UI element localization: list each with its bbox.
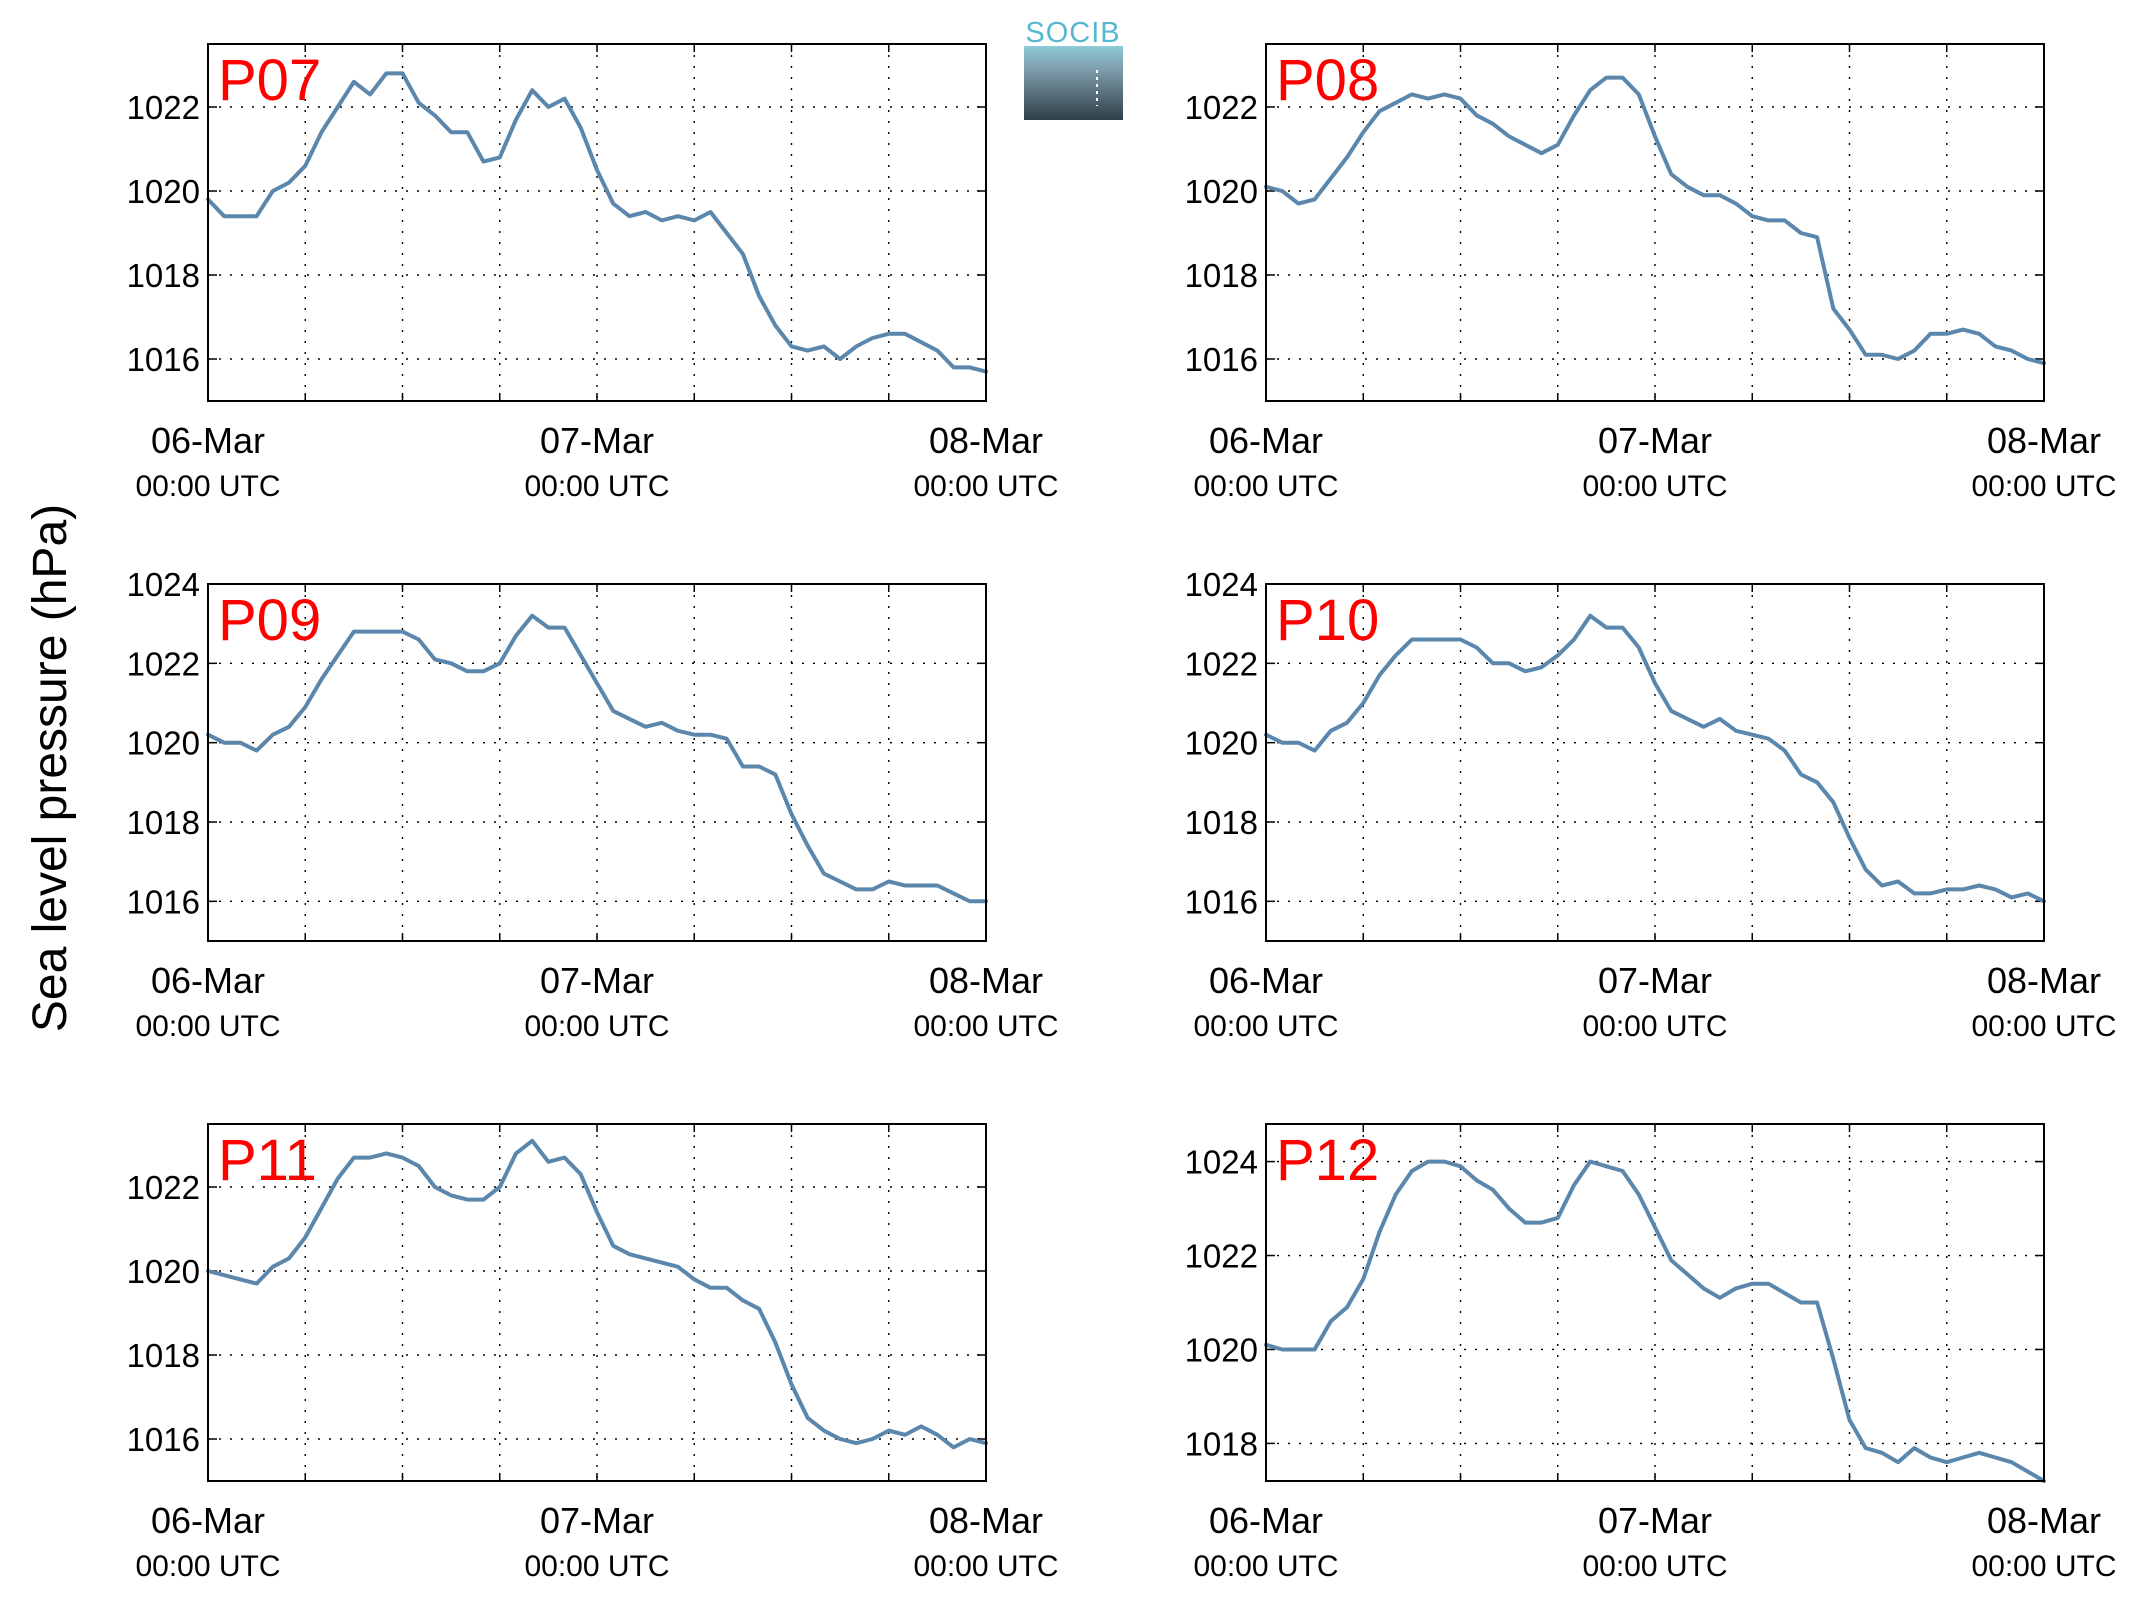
x-tick-time: 00:00 UTC [1582,470,1727,503]
axes-frame [207,1123,987,1482]
y-tick-label: 1020 [127,1253,200,1290]
x-tick-time: 00:00 UTC [1582,1010,1727,1043]
logo-text: SOCIB [1025,17,1120,49]
x-tick-time: 00:00 UTC [1582,1550,1727,1583]
socib-logo: SOCIB [1024,17,1123,120]
x-tick-time: 00:00 UTC [524,470,669,503]
panel-p08: 1016 1018 1020 1022 P08 06-Mar 00:00 UTC 07-Mar… [1185,43,2117,503]
x-tick-date: 06-Mar [151,1500,265,1541]
x-tick-date: 07-Mar [1598,960,1712,1001]
x-tick-date: 07-Mar [1598,1500,1712,1541]
x-tick-time: 00:00 UTC [524,1010,669,1043]
axes-frame [207,43,987,402]
panel-label: P08 [1276,48,1379,113]
x-tick-date: 08-Mar [929,1500,1043,1541]
y-tick-label: 1018 [1185,1425,1258,1462]
x-tick-date: 07-Mar [540,1500,654,1541]
panel-p09: 1016 1018 1020 1022 1024 P09 06-Mar 00:00 UTC 07… [127,566,1059,1043]
panel-label: P11 [218,1128,317,1193]
y-axis-label: Sea level pressure (hPa) [24,504,77,1032]
y-tick-label: 1024 [1185,566,1258,603]
x-tick-time: 00:00 UTC [1971,1550,2116,1583]
x-tick-time: 00:00 UTC [135,1010,280,1043]
y-tick-label: 1022 [127,645,200,682]
panel-label: P07 [218,48,321,113]
axes-frame [1265,43,2045,402]
x-tick-date: 06-Mar [151,420,265,461]
panel-p07: 1016 1018 1020 1022 P07 06-Mar 00:00 UTC 07-Mar… [127,43,1059,503]
y-tick-label: 1020 [1185,1331,1258,1368]
pressure-series-line [206,1138,988,1450]
x-tick-time: 00:00 UTC [913,470,1058,503]
y-tick-label: 1018 [127,804,200,841]
axes-frame [207,583,987,942]
x-tick-date: 07-Mar [540,960,654,1001]
x-tick-time: 00:00 UTC [1193,1550,1338,1583]
x-tick-time: 00:00 UTC [1971,1010,2116,1043]
x-tick-date: 06-Mar [1209,960,1323,1001]
x-tick-date: 06-Mar [151,960,265,1001]
y-tick-label: 1022 [1185,645,1258,682]
x-tick-time: 00:00 UTC [524,1550,669,1583]
panel-p10: 1016 1018 1020 1022 1024 P10 06-Mar 00:00 UTC 07… [1185,566,2117,1043]
y-tick-label: 1016 [127,341,200,378]
x-tick-time: 00:00 UTC [135,1550,280,1583]
pressure-series-line [206,613,988,904]
y-tick-label: 1022 [1185,89,1258,126]
y-tick-label: 1024 [1185,1144,1258,1181]
x-tick-time: 00:00 UTC [913,1010,1058,1043]
y-tick-label: 1020 [127,173,200,210]
y-tick-label: 1020 [127,725,200,762]
y-tick-label: 1016 [1185,883,1258,920]
x-tick-date: 06-Mar [1209,1500,1323,1541]
y-tick-label: 1022 [127,89,200,126]
x-tick-date: 08-Mar [1987,960,2101,1001]
panel-label: P12 [1276,1128,1379,1193]
y-tick-label: 1018 [1185,804,1258,841]
pressure-series-line [1264,613,2046,904]
x-tick-date: 08-Mar [1987,1500,2101,1541]
x-tick-date: 08-Mar [929,420,1043,461]
y-tick-label: 1022 [127,1169,200,1206]
x-tick-time: 00:00 UTC [913,1550,1058,1583]
panel-label: P09 [218,588,321,653]
y-tick-label: 1024 [127,566,200,603]
axes-frame [1265,583,2045,942]
pressure-series-line [1264,1159,2046,1483]
x-tick-time: 00:00 UTC [1971,470,2116,503]
y-tick-label: 1022 [1185,1238,1258,1275]
pressure-series-line [1264,75,2046,366]
panel-label: P10 [1276,588,1379,653]
x-tick-date: 06-Mar [1209,420,1323,461]
x-tick-date: 08-Mar [1987,420,2101,461]
x-tick-date: 07-Mar [540,420,654,461]
pressure-series-line [206,71,988,374]
y-tick-label: 1016 [127,883,200,920]
x-tick-time: 00:00 UTC [135,470,280,503]
panel-p12: 1018 1020 1022 1024 P12 06-Mar 00:00 UTC 07-Mar… [1185,1123,2117,1583]
x-tick-time: 00:00 UTC [1193,1010,1338,1043]
x-tick-date: 07-Mar [1598,420,1712,461]
y-tick-label: 1020 [1185,725,1258,762]
y-tick-label: 1018 [127,1337,200,1374]
y-tick-label: 1018 [127,257,200,294]
y-tick-label: 1016 [127,1421,200,1458]
y-tick-label: 1016 [1185,341,1258,378]
panel-p11: 1016 1018 1020 1022 P11 06-Mar 00:00 UTC 07-Mar… [127,1123,1059,1583]
x-tick-time: 00:00 UTC [1193,470,1338,503]
x-tick-date: 08-Mar [929,960,1043,1001]
y-tick-label: 1018 [1185,257,1258,294]
logo-block [1024,46,1123,120]
y-tick-label: 1020 [1185,173,1258,210]
axes-frame [1265,1123,2045,1482]
